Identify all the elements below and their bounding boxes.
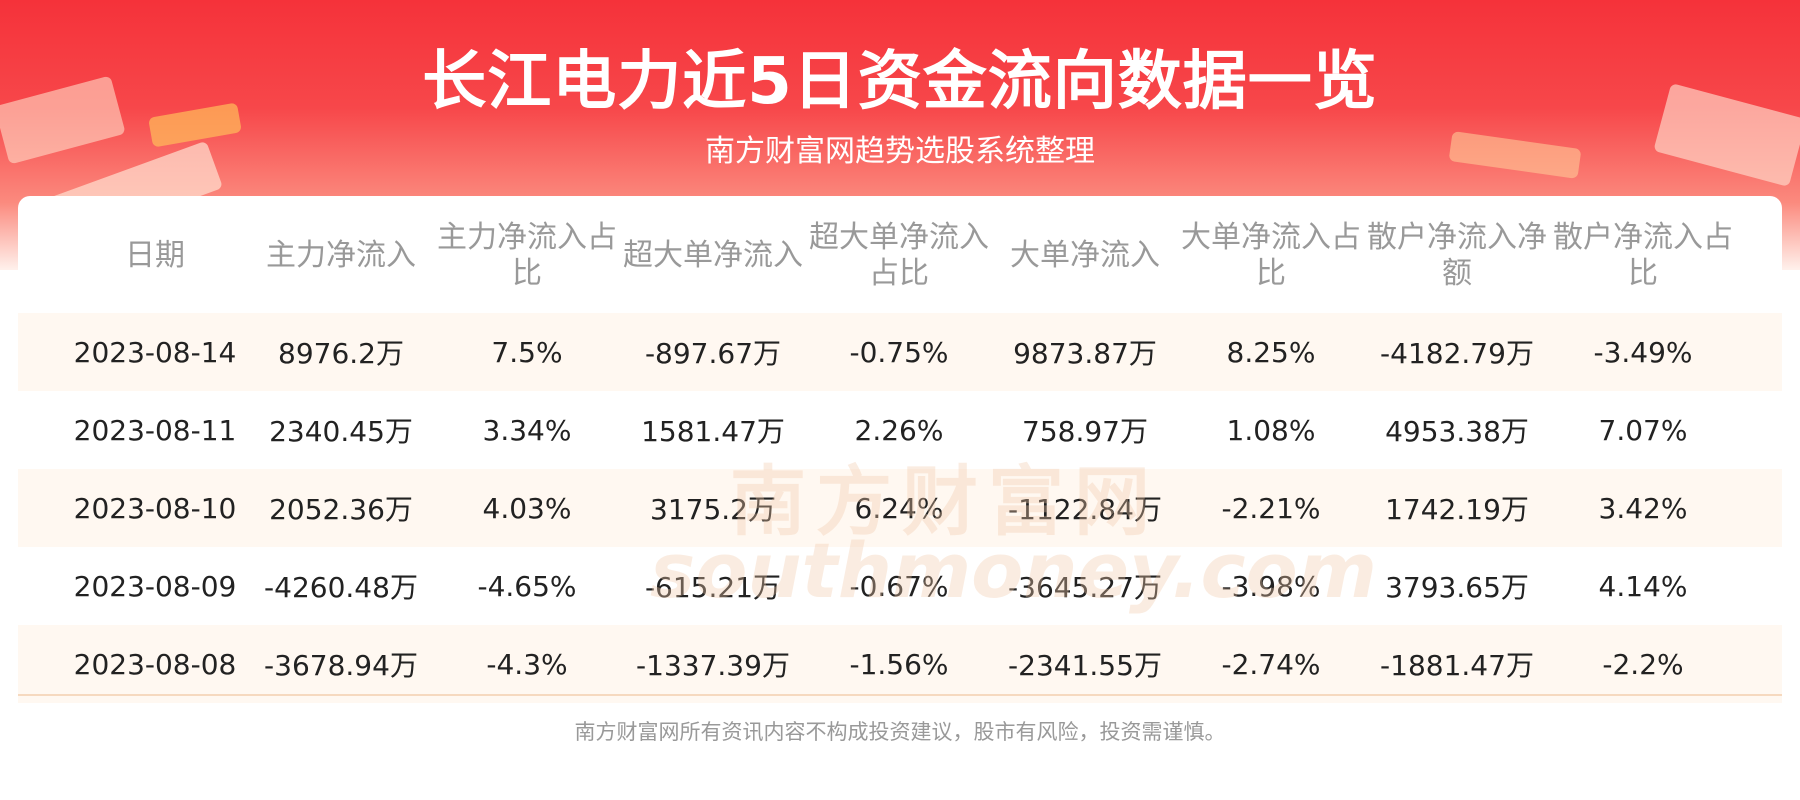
value-cell: 4.14%: [1598, 569, 1688, 603]
value-cell: -4260.48万: [264, 571, 418, 604]
date-cell: 2023-08-14: [73, 335, 237, 369]
value-cell: -4.3%: [486, 647, 568, 681]
column-header: 散户净流入净额: [1364, 199, 1550, 313]
table-row: 2023-08-14 8976.2万 7.5% -897.67万 -0.75% 9873.…: [18, 313, 1782, 391]
value-cell: -4182.79万: [1380, 337, 1534, 370]
value-cell: 9873.87万: [1013, 337, 1157, 370]
column-header: 超大单净流入: [620, 199, 806, 313]
header-text: 主力净流入占比: [437, 220, 617, 291]
value-cell: -0.67%: [849, 569, 949, 603]
value-cell: 3.42%: [1598, 491, 1688, 525]
value-cell: 7.07%: [1598, 413, 1688, 447]
column-header: 主力净流入占比: [434, 199, 620, 313]
value-cell: -1881.47万: [1380, 649, 1534, 682]
divider: [18, 694, 1782, 696]
subtitle: 南方财富网趋势选股系统整理: [705, 134, 1095, 169]
value-cell: -2.2%: [1602, 647, 1684, 681]
value-cell: 3175.2万: [650, 493, 776, 526]
column-header: 散户净流入占比: [1550, 199, 1736, 313]
date-cell: 2023-08-11: [73, 413, 237, 447]
value-cell: 4.03%: [482, 491, 572, 525]
value-cell: 8.25%: [1226, 335, 1316, 369]
value-cell: 8976.2万: [278, 337, 404, 370]
value-cell: -2.74%: [1221, 647, 1321, 681]
column-header: 超大单净流入占比: [806, 199, 992, 313]
column-header: 大单净流入: [992, 199, 1178, 313]
value-cell: -3.98%: [1221, 569, 1321, 603]
value-cell: -3645.27万: [1008, 571, 1162, 604]
value-cell: -4.65%: [477, 569, 577, 603]
value-cell: -897.67万: [644, 337, 782, 370]
watermark: 南方财富网 southmoney.com: [590, 440, 1377, 620]
value-cell: -1.56%: [849, 647, 949, 681]
table-row: 2023-08-10 2052.36万 4.03% 3175.2万 6.24% -1122…: [18, 469, 1782, 547]
table-row: 2023-08-09 -4260.48万 -4.65% -615.21万 -0.67% -…: [18, 547, 1782, 625]
title: 长江电力近5日资金流向数据一览: [422, 45, 1378, 119]
watermark-text: southmoney.com: [650, 526, 1377, 615]
value-cell: -2.21%: [1221, 491, 1321, 525]
value-cell: 1.08%: [1226, 413, 1316, 447]
value-cell: 2340.45万: [269, 415, 413, 448]
column-header: 日期: [62, 199, 248, 313]
table-row: 2023-08-08 -3678.94万 -4.3% -1337.39万 -1.56% -…: [18, 625, 1782, 703]
value-cell: 6.24%: [854, 491, 944, 525]
header-text: 大单净流入: [1010, 238, 1160, 273]
header-text: 超大单净流入: [623, 238, 803, 273]
value-cell: 3793.65万: [1385, 571, 1529, 604]
value-cell: 7.5%: [491, 335, 563, 369]
date-cell: 2023-08-10: [73, 491, 237, 525]
watermark-text: 南方财富网: [730, 457, 1160, 546]
date-cell: 2023-08-08: [73, 647, 237, 681]
value-cell: -1122.84万: [1008, 493, 1162, 526]
column-header: 主力净流入: [248, 199, 434, 313]
value-cell: 3.34%: [482, 413, 572, 447]
value-cell: -3678.94万: [264, 649, 418, 682]
column-header: 大单净流入占比: [1178, 199, 1364, 313]
header-text: 大单净流入占比: [1181, 220, 1361, 291]
value-cell: 2052.36万: [269, 493, 413, 526]
value-cell: 4953.38万: [1385, 415, 1529, 448]
header-text: 主力净流入: [266, 238, 416, 273]
value-cell: -1337.39万: [636, 649, 790, 682]
header-text: 日期: [125, 238, 185, 273]
value-cell: 2.26%: [854, 413, 944, 447]
value-cell: 758.97万: [1022, 415, 1148, 448]
header-text: 散户净流入占比: [1553, 220, 1733, 291]
value-cell: 1581.47万: [641, 415, 785, 448]
value-cell: -0.75%: [849, 335, 949, 369]
header-text: 超大单净流入占比: [809, 220, 989, 291]
value-cell: 1742.19万: [1385, 493, 1529, 526]
header-text: 散户净流入净额: [1367, 220, 1547, 291]
disclaimer: 南方财富网所有资讯内容不构成投资建议，股市有风险，投资需谨慎。: [574, 720, 1226, 744]
value-cell: -2341.55万: [1008, 649, 1162, 682]
date-cell: 2023-08-09: [73, 569, 237, 603]
value-cell: -3.49%: [1593, 335, 1693, 369]
value-cell: -615.21万: [644, 571, 782, 604]
table-row: 2023-08-11 2340.45万 3.34% 1581.47万 2.26% 758.…: [18, 391, 1782, 469]
